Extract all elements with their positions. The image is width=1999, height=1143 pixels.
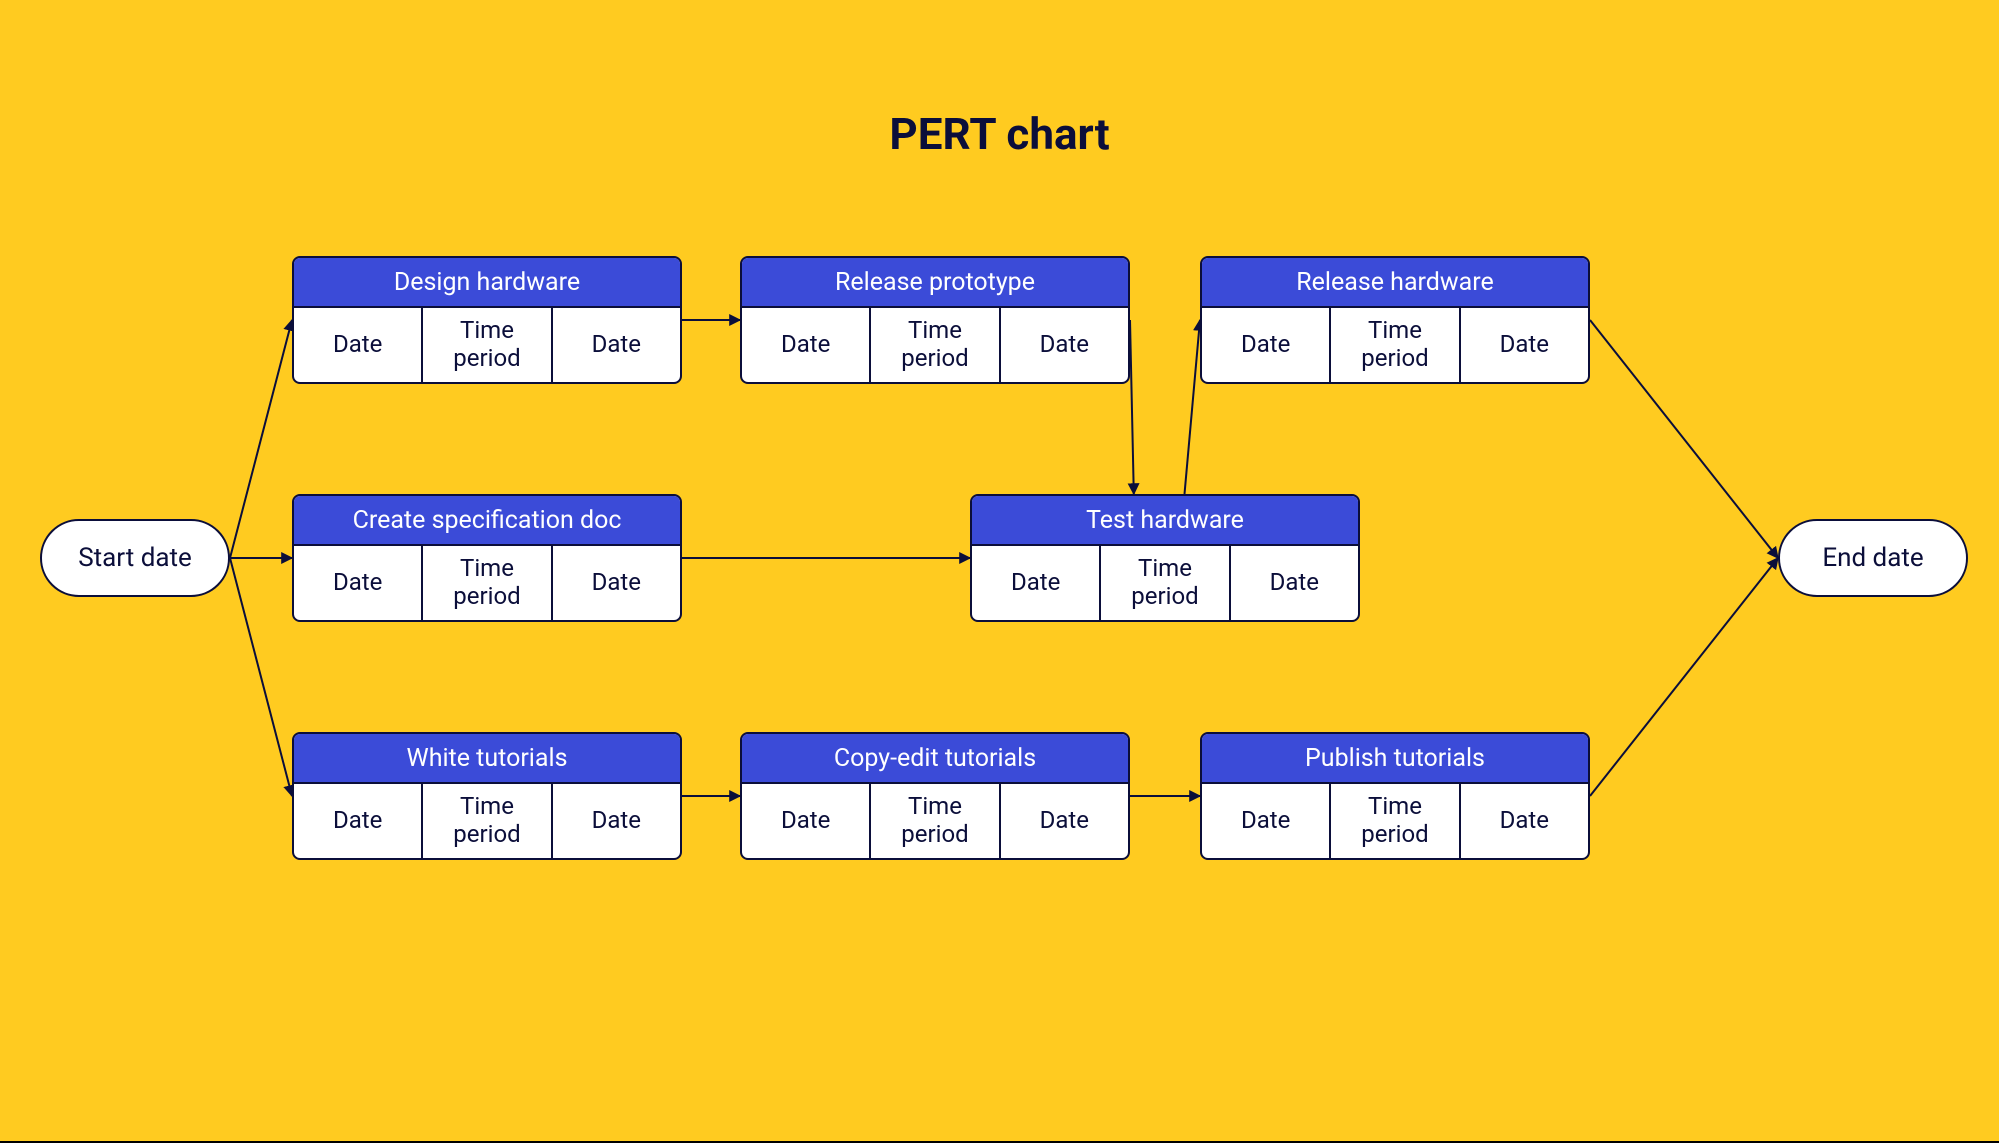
task-copyedit-tutorials: Copy-edit tutorialsDateTime periodDate (740, 732, 1130, 860)
task-row: DateTime periodDate (294, 546, 680, 620)
task-design-hardware: Design hardwareDateTime periodDate (292, 256, 682, 384)
task-cell-left: Date (294, 308, 421, 382)
task-cell-left: Date (972, 546, 1099, 620)
task-header: Release prototype (742, 258, 1128, 308)
task-cell-left: Date (1202, 784, 1329, 858)
task-cell-mid: Time period (421, 546, 550, 620)
task-row: DateTime periodDate (1202, 784, 1588, 858)
task-header: Copy-edit tutorials (742, 734, 1128, 784)
task-cell-left: Date (294, 784, 421, 858)
task-cell-left: Date (294, 546, 421, 620)
task-cell-left: Date (742, 784, 869, 858)
task-cell-mid: Time period (869, 784, 998, 858)
task-row: DateTime periodDate (1202, 308, 1588, 382)
task-cell-right: Date (551, 784, 680, 858)
task-cell-mid: Time period (869, 308, 998, 382)
task-row: DateTime periodDate (742, 308, 1128, 382)
edge-test-hardware-to-release-hardware (1185, 320, 1201, 494)
task-header: Design hardware (294, 258, 680, 308)
edge-release-prototype-to-test-hardware (1130, 320, 1134, 494)
pert-chart-canvas: PERT chart Start date End date Design hard… (0, 0, 1999, 1143)
task-test-hardware: Test hardwareDateTime periodDate (970, 494, 1360, 622)
task-cell-mid: Time period (1099, 546, 1228, 620)
edge-release-hardware-to-end (1590, 320, 1778, 558)
task-cell-right: Date (999, 784, 1128, 858)
task-cell-mid: Time period (421, 784, 550, 858)
task-release-hardware: Release hardwareDateTime periodDate (1200, 256, 1590, 384)
task-white-tutorials: White tutorialsDateTime periodDate (292, 732, 682, 860)
task-row: DateTime periodDate (972, 546, 1358, 620)
task-cell-mid: Time period (1329, 308, 1458, 382)
task-cell-right: Date (1459, 308, 1588, 382)
task-release-prototype: Release prototypeDateTime periodDate (740, 256, 1130, 384)
task-cell-mid: Time period (1329, 784, 1458, 858)
task-cell-right: Date (1229, 546, 1358, 620)
task-spec-doc: Create specification docDateTime periodD… (292, 494, 682, 622)
task-cell-left: Date (742, 308, 869, 382)
task-header: Release hardware (1202, 258, 1588, 308)
task-header: Create specification doc (294, 496, 680, 546)
edge-start-to-design-hardware (230, 320, 292, 558)
task-cell-right: Date (551, 308, 680, 382)
end-node: End date (1778, 519, 1968, 597)
task-cell-mid: Time period (421, 308, 550, 382)
task-cell-left: Date (1202, 308, 1329, 382)
task-cell-right: Date (999, 308, 1128, 382)
chart-title: PERT chart (0, 108, 1999, 160)
task-row: DateTime periodDate (294, 308, 680, 382)
task-row: DateTime periodDate (742, 784, 1128, 858)
edge-start-to-white-tutorials (230, 558, 292, 796)
task-cell-right: Date (1459, 784, 1588, 858)
task-publish-tutorials: Publish tutorialsDateTime periodDate (1200, 732, 1590, 860)
task-cell-right: Date (551, 546, 680, 620)
task-header: White tutorials (294, 734, 680, 784)
edge-publish-tutorials-to-end (1590, 558, 1778, 796)
task-row: DateTime periodDate (294, 784, 680, 858)
task-header: Publish tutorials (1202, 734, 1588, 784)
start-node: Start date (40, 519, 230, 597)
task-header: Test hardware (972, 496, 1358, 546)
